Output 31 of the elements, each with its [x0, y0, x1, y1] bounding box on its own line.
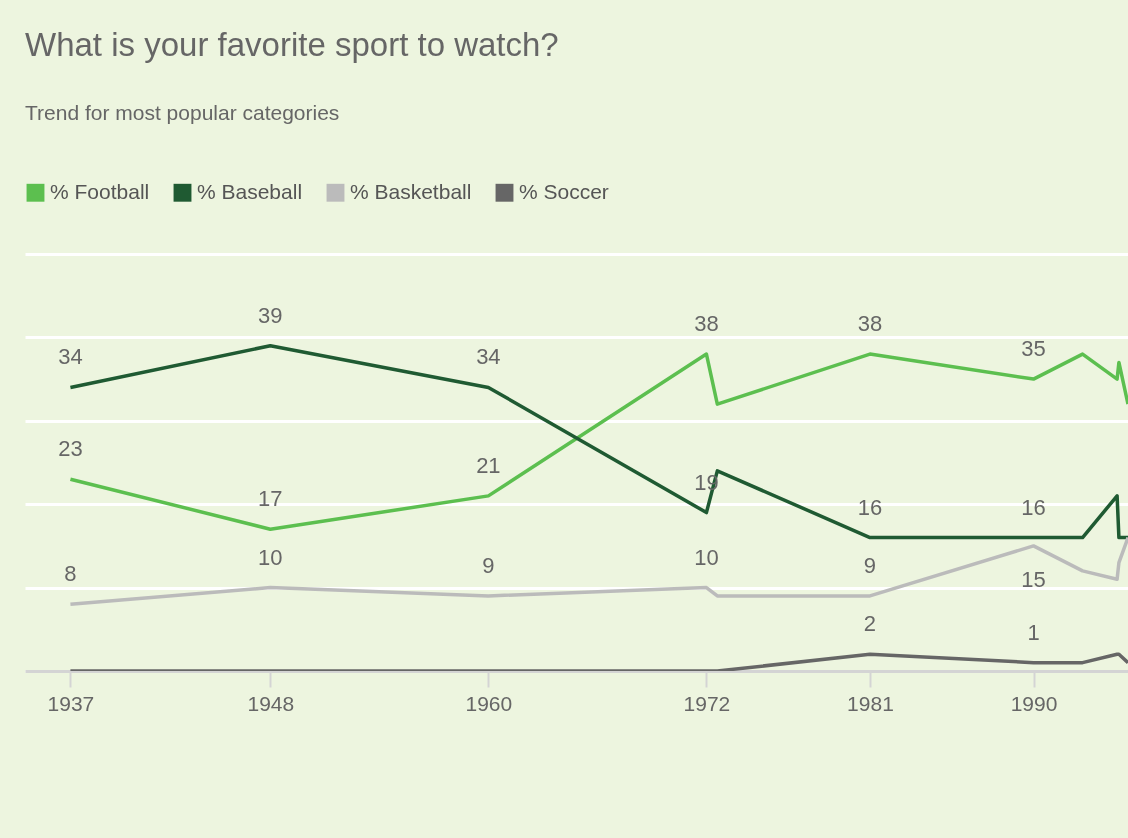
- data-label: 16: [1021, 494, 1046, 520]
- x-tick-label: 1937: [47, 691, 95, 715]
- data-label: 34: [58, 344, 83, 370]
- data-label: 23: [58, 436, 83, 462]
- data-label: 9: [863, 552, 877, 578]
- legend-label: % Basketball: [350, 179, 472, 203]
- chart-subtitle: Trend for most popular categories: [25, 101, 340, 124]
- data-label: 10: [258, 544, 283, 570]
- x-tick-label: 1990: [1010, 691, 1058, 715]
- data-label: 35: [1021, 336, 1046, 362]
- data-label: 21: [476, 452, 501, 478]
- data-label: 38: [857, 311, 883, 337]
- x-tick-label: 1948: [247, 691, 295, 715]
- data-label: 2: [863, 611, 877, 637]
- x-tick-label: 1972: [683, 691, 731, 715]
- legend-label: % Baseball: [197, 179, 303, 203]
- data-label: 34: [476, 344, 501, 370]
- x-tick-label: 1960: [465, 691, 513, 715]
- data-label: 8: [64, 561, 77, 587]
- x-tick-label: 1981: [847, 691, 894, 715]
- data-label: 1: [1027, 619, 1040, 645]
- data-label: 16: [857, 494, 883, 520]
- data-label: 17: [258, 486, 283, 512]
- data-label: 10: [694, 544, 719, 570]
- chart-title: What is your favorite sport to watch?: [25, 26, 559, 63]
- legend-label: % Soccer: [519, 179, 609, 203]
- data-label: 39: [258, 302, 283, 328]
- data-label: 15: [1021, 566, 1046, 592]
- legend-label: % Football: [50, 179, 150, 203]
- data-label: 9: [482, 552, 495, 578]
- data-label: 38: [694, 311, 719, 337]
